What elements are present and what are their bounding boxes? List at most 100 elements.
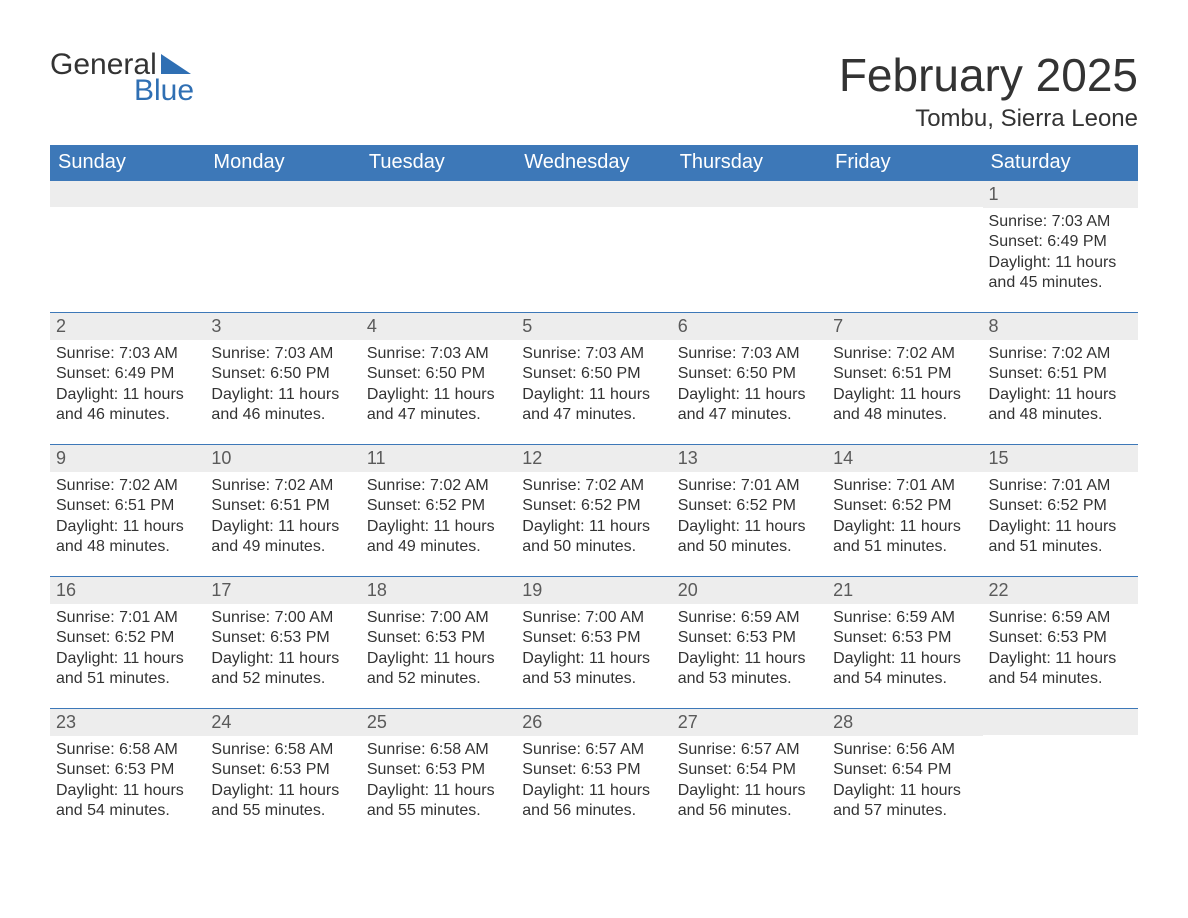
daylight-text: Daylight: 11 hours and 48 minutes. [833, 385, 976, 426]
sunset-text: Sunset: 6:53 PM [522, 628, 665, 648]
day-cell: 14Sunrise: 7:01 AMSunset: 6:52 PMDayligh… [827, 445, 982, 576]
daylight-text: Daylight: 11 hours and 52 minutes. [367, 649, 510, 690]
day-details: Sunrise: 7:01 AMSunset: 6:52 PMDaylight:… [983, 472, 1138, 568]
calendar-page: General Blue February 2025 Tombu, Sierra… [0, 0, 1188, 870]
day-number: 9 [50, 445, 205, 472]
sunset-text: Sunset: 6:49 PM [989, 232, 1132, 252]
day-cell: 19Sunrise: 7:00 AMSunset: 6:53 PMDayligh… [516, 577, 671, 708]
daylight-text: Daylight: 11 hours and 54 minutes. [56, 781, 199, 822]
day-cell: 18Sunrise: 7:00 AMSunset: 6:53 PMDayligh… [361, 577, 516, 708]
sunset-text: Sunset: 6:51 PM [56, 496, 199, 516]
sunset-text: Sunset: 6:53 PM [211, 760, 354, 780]
day-cell [827, 181, 982, 312]
day-number: 14 [827, 445, 982, 472]
sunrise-text: Sunrise: 7:01 AM [833, 476, 976, 496]
sunset-text: Sunset: 6:50 PM [678, 364, 821, 384]
day-cell: 6Sunrise: 7:03 AMSunset: 6:50 PMDaylight… [672, 313, 827, 444]
sunset-text: Sunset: 6:51 PM [989, 364, 1132, 384]
sunset-text: Sunset: 6:50 PM [522, 364, 665, 384]
sunset-text: Sunset: 6:53 PM [833, 628, 976, 648]
day-number: 8 [983, 313, 1138, 340]
day-cell: 10Sunrise: 7:02 AMSunset: 6:51 PMDayligh… [205, 445, 360, 576]
sunrise-text: Sunrise: 7:00 AM [522, 608, 665, 628]
day-details: Sunrise: 6:58 AMSunset: 6:53 PMDaylight:… [205, 736, 360, 832]
day-number [50, 181, 205, 207]
month-title: February 2025 [839, 50, 1138, 101]
day-details: Sunrise: 7:03 AMSunset: 6:49 PMDaylight:… [983, 208, 1138, 304]
sunset-text: Sunset: 6:51 PM [211, 496, 354, 516]
day-details: Sunrise: 7:02 AMSunset: 6:52 PMDaylight:… [516, 472, 671, 568]
daylight-text: Daylight: 11 hours and 56 minutes. [678, 781, 821, 822]
sunset-text: Sunset: 6:52 PM [522, 496, 665, 516]
location-text: Tombu, Sierra Leone [839, 105, 1138, 133]
sunrise-text: Sunrise: 6:58 AM [211, 740, 354, 760]
day-cell: 8Sunrise: 7:02 AMSunset: 6:51 PMDaylight… [983, 313, 1138, 444]
day-number: 16 [50, 577, 205, 604]
sunrise-text: Sunrise: 7:01 AM [56, 608, 199, 628]
day-number: 13 [672, 445, 827, 472]
day-cell: 5Sunrise: 7:03 AMSunset: 6:50 PMDaylight… [516, 313, 671, 444]
daylight-text: Daylight: 11 hours and 54 minutes. [833, 649, 976, 690]
sunrise-text: Sunrise: 6:57 AM [678, 740, 821, 760]
day-details: Sunrise: 6:57 AMSunset: 6:53 PMDaylight:… [516, 736, 671, 832]
title-area: February 2025 Tombu, Sierra Leone [839, 50, 1138, 133]
day-number: 6 [672, 313, 827, 340]
day-details: Sunrise: 7:00 AMSunset: 6:53 PMDaylight:… [205, 604, 360, 700]
day-number [983, 709, 1138, 735]
day-cell: 1Sunrise: 7:03 AMSunset: 6:49 PMDaylight… [983, 181, 1138, 312]
day-header: Thursday [672, 145, 827, 180]
day-number: 10 [205, 445, 360, 472]
day-cell [205, 181, 360, 312]
day-details: Sunrise: 6:59 AMSunset: 6:53 PMDaylight:… [672, 604, 827, 700]
sunrise-text: Sunrise: 6:58 AM [367, 740, 510, 760]
day-cell [672, 181, 827, 312]
daylight-text: Daylight: 11 hours and 55 minutes. [367, 781, 510, 822]
day-header: Monday [205, 145, 360, 180]
day-details: Sunrise: 6:58 AMSunset: 6:53 PMDaylight:… [361, 736, 516, 832]
day-cell: 28Sunrise: 6:56 AMSunset: 6:54 PMDayligh… [827, 709, 982, 840]
sunset-text: Sunset: 6:52 PM [56, 628, 199, 648]
daylight-text: Daylight: 11 hours and 47 minutes. [522, 385, 665, 426]
day-header: Friday [827, 145, 982, 180]
day-number [205, 181, 360, 207]
sunset-text: Sunset: 6:54 PM [678, 760, 821, 780]
week-row: 16Sunrise: 7:01 AMSunset: 6:52 PMDayligh… [50, 576, 1138, 708]
day-number: 21 [827, 577, 982, 604]
daylight-text: Daylight: 11 hours and 50 minutes. [678, 517, 821, 558]
day-details: Sunrise: 7:00 AMSunset: 6:53 PMDaylight:… [516, 604, 671, 700]
sunrise-text: Sunrise: 7:02 AM [56, 476, 199, 496]
day-cell: 7Sunrise: 7:02 AMSunset: 6:51 PMDaylight… [827, 313, 982, 444]
weeks-container: 1Sunrise: 7:03 AMSunset: 6:49 PMDaylight… [50, 180, 1138, 840]
day-details: Sunrise: 7:03 AMSunset: 6:50 PMDaylight:… [516, 340, 671, 436]
sunrise-text: Sunrise: 6:59 AM [989, 608, 1132, 628]
sunset-text: Sunset: 6:53 PM [989, 628, 1132, 648]
week-row: 1Sunrise: 7:03 AMSunset: 6:49 PMDaylight… [50, 180, 1138, 312]
sunrise-text: Sunrise: 6:58 AM [56, 740, 199, 760]
day-details: Sunrise: 6:58 AMSunset: 6:53 PMDaylight:… [50, 736, 205, 832]
daylight-text: Daylight: 11 hours and 54 minutes. [989, 649, 1132, 690]
day-number: 20 [672, 577, 827, 604]
day-details: Sunrise: 7:00 AMSunset: 6:53 PMDaylight:… [361, 604, 516, 700]
daylight-text: Daylight: 11 hours and 57 minutes. [833, 781, 976, 822]
day-cell [983, 709, 1138, 840]
sunrise-text: Sunrise: 7:02 AM [367, 476, 510, 496]
day-details: Sunrise: 7:01 AMSunset: 6:52 PMDaylight:… [827, 472, 982, 568]
sunrise-text: Sunrise: 7:03 AM [56, 344, 199, 364]
day-details: Sunrise: 7:02 AMSunset: 6:51 PMDaylight:… [50, 472, 205, 568]
day-cell: 4Sunrise: 7:03 AMSunset: 6:50 PMDaylight… [361, 313, 516, 444]
sunrise-text: Sunrise: 7:02 AM [989, 344, 1132, 364]
sunrise-text: Sunrise: 6:56 AM [833, 740, 976, 760]
day-number: 18 [361, 577, 516, 604]
day-cell: 21Sunrise: 6:59 AMSunset: 6:53 PMDayligh… [827, 577, 982, 708]
sunset-text: Sunset: 6:50 PM [211, 364, 354, 384]
daylight-text: Daylight: 11 hours and 46 minutes. [211, 385, 354, 426]
day-cell: 3Sunrise: 7:03 AMSunset: 6:50 PMDaylight… [205, 313, 360, 444]
header-region: General Blue February 2025 Tombu, Sierra… [50, 50, 1138, 133]
daylight-text: Daylight: 11 hours and 51 minutes. [56, 649, 199, 690]
day-header: Wednesday [516, 145, 671, 180]
day-cell: 17Sunrise: 7:00 AMSunset: 6:53 PMDayligh… [205, 577, 360, 708]
day-cell: 16 Sunrise: 7:01 AMSunset: 6:52 PMDayligh… [50, 577, 205, 708]
logo-text-blue: Blue [134, 76, 194, 106]
day-number [827, 181, 982, 207]
day-number: 23 [50, 709, 205, 736]
